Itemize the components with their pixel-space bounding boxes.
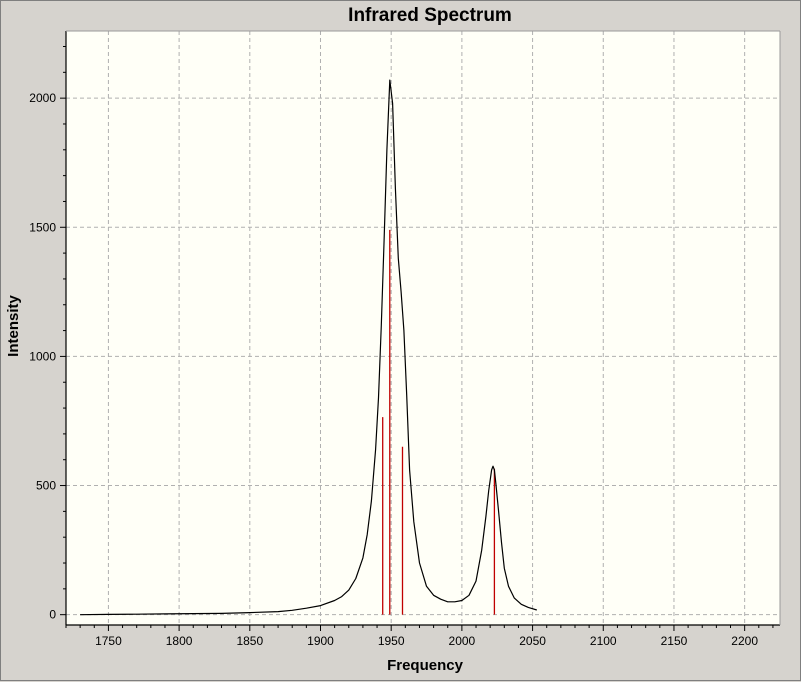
y-tick-label: 1500 (29, 220, 56, 234)
y-axis-label: Intensity (5, 295, 22, 357)
x-tick-label: 2100 (590, 634, 617, 648)
x-tick-label: 2150 (661, 634, 688, 648)
spectrum-series (80, 79, 537, 616)
chart-title: Infrared Spectrum (348, 5, 512, 26)
x-tick-label: 1850 (236, 634, 263, 648)
x-tick-label: 2200 (731, 634, 758, 648)
x-tick-label: 2050 (519, 634, 546, 648)
x-axis-label: Frequency (387, 657, 464, 674)
x-tick-label: 1900 (307, 634, 334, 648)
vibration-sticks (382, 229, 496, 615)
x-tick-label: 1750 (95, 634, 122, 648)
grid-lines (66, 31, 780, 625)
y-tick-label: 500 (36, 479, 56, 493)
y-tick-label: 1000 (29, 349, 56, 363)
tick-marks: 1750 1800 1850 1900 1950 2000 2050 2100 2150 2200… (29, 45, 774, 648)
axes (65, 30, 781, 626)
x-tick-label: 2000 (449, 634, 476, 648)
x-tick-label: 1950 (378, 634, 405, 648)
x-tick-label: 1800 (166, 634, 193, 648)
plot-area (66, 31, 780, 625)
y-tick-label: 0 (49, 608, 56, 622)
spectrum-line (80, 79, 537, 616)
y-tick-label: 2000 (29, 91, 56, 105)
